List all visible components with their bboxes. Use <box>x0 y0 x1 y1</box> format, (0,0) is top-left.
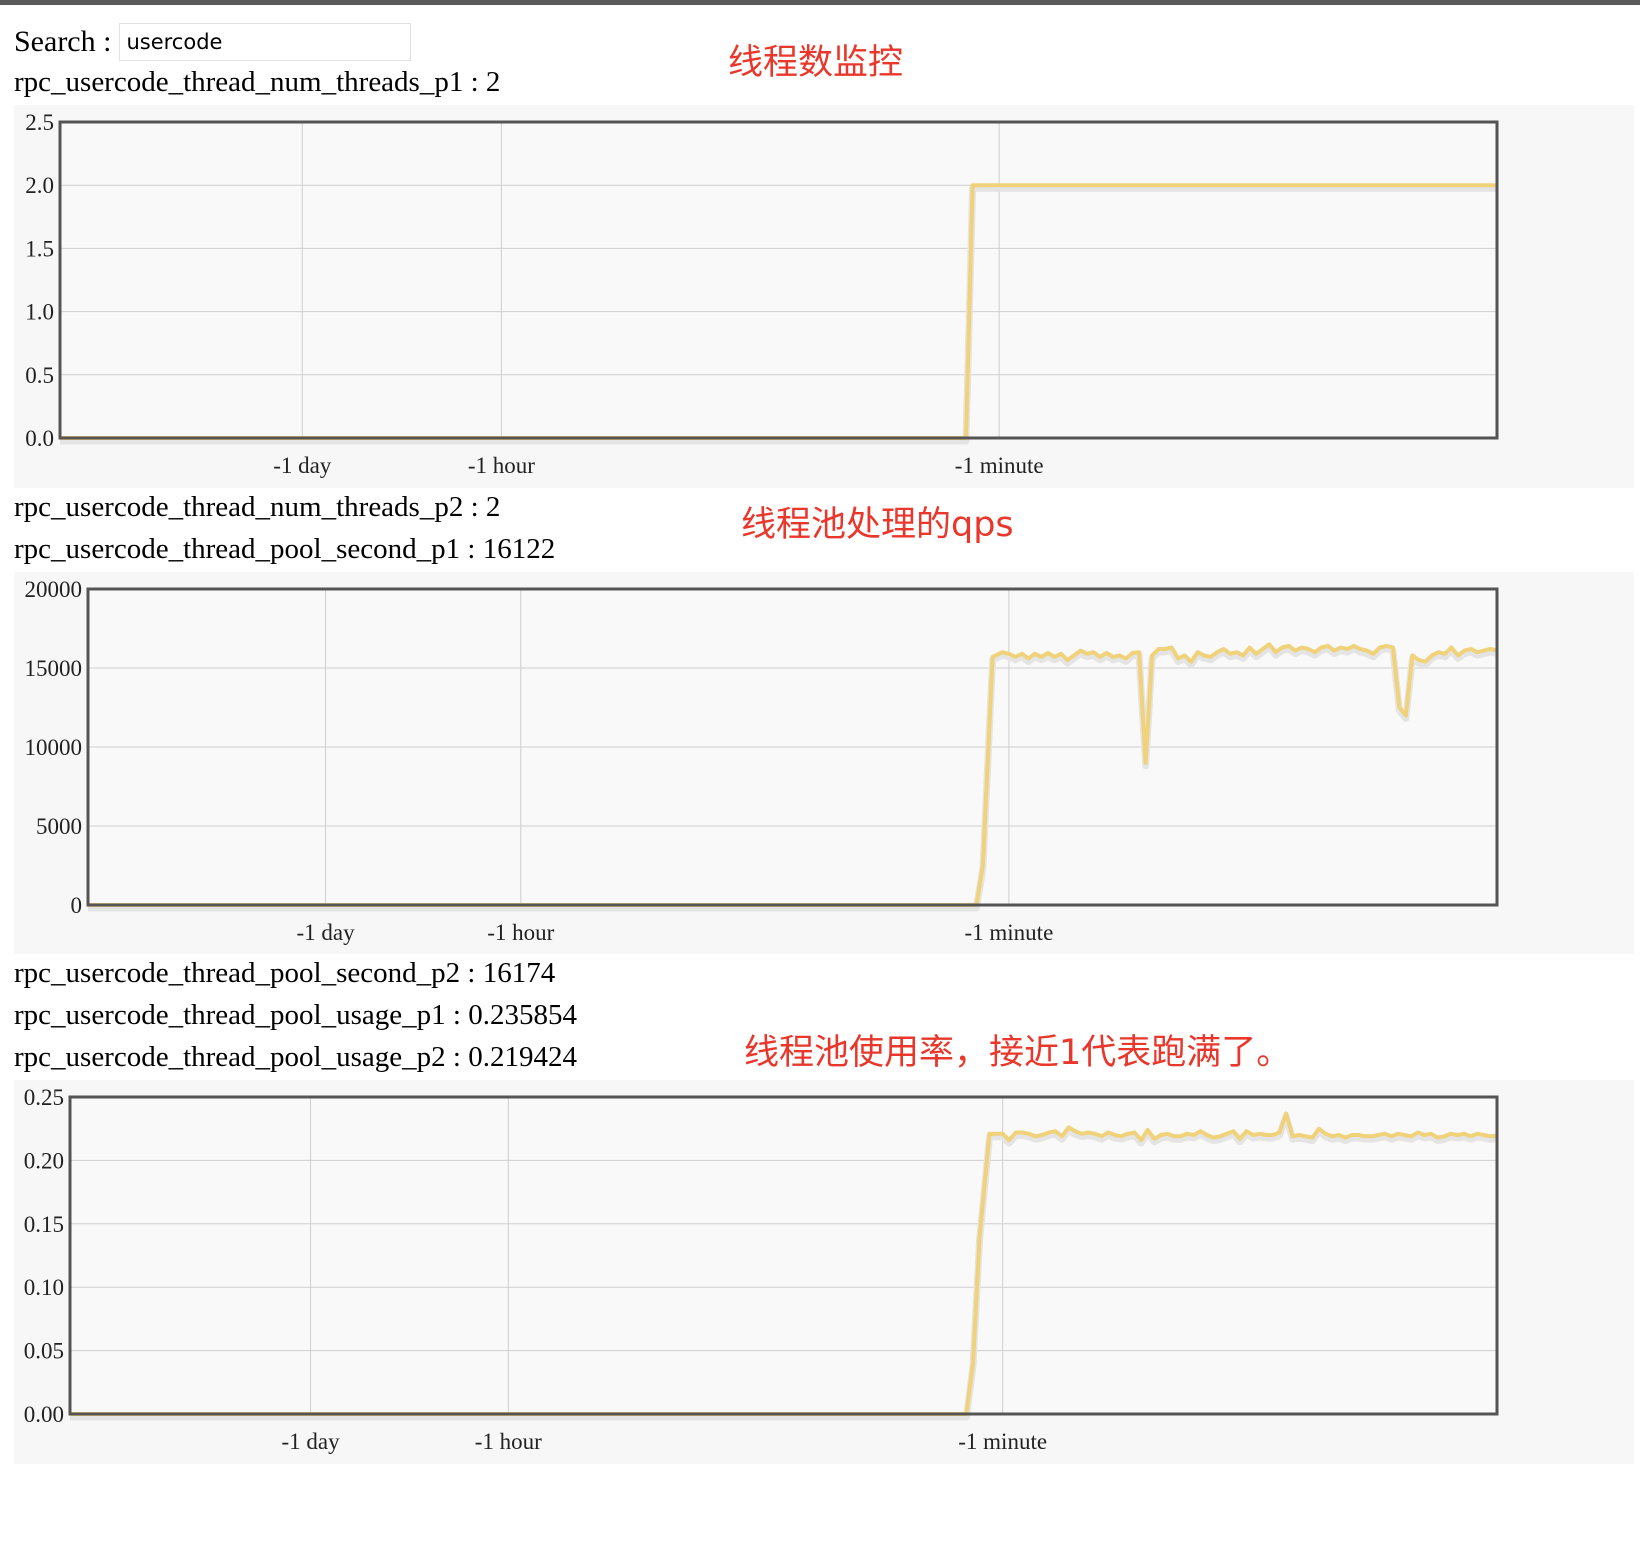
metric-value: 0.235854 <box>468 999 577 1031</box>
chart-num-threads-p1: 0.0 0.5 1.0 1.5 2.0 2.5 -1 day -1 hour -1 minute <box>14 105 1634 488</box>
y-tick-label: 2.5 <box>25 110 54 135</box>
x-tick-label: -1 hour <box>475 1429 542 1454</box>
x-tick-label: -1 day <box>296 920 355 945</box>
y-tick-label: 20000 <box>25 577 83 602</box>
search-label: Search : <box>14 25 112 58</box>
metric-value: 2 <box>485 491 501 523</box>
y-tick-label: 0.15 <box>24 1212 64 1237</box>
metric-name: rpc_usercode_thread_pool_second_p1 <box>14 533 461 565</box>
series-shadow <box>70 1113 1498 1421</box>
plot-frame <box>58 120 1499 440</box>
metric-value: 2 <box>485 66 501 98</box>
search-bar: Search : <box>14 20 412 64</box>
y-tick-label: 0.5 <box>25 363 54 388</box>
x-tick-label: -1 minute <box>955 453 1044 478</box>
y-tick-label: 15000 <box>25 656 83 681</box>
x-tick-label: -1 day <box>282 1429 341 1454</box>
metric-num-threads-p1[interactable]: rpc_usercode_thread_num_threads_p1 : 2 <box>14 66 501 98</box>
search-input[interactable] <box>119 23 412 61</box>
y-tick-label: 0.10 <box>24 1275 64 1300</box>
x-tick-label: -1 day <box>273 453 332 478</box>
y-tick-label: 0.00 <box>24 1402 64 1427</box>
y-tick-label: 2.0 <box>25 173 54 198</box>
metric-name: rpc_usercode_thread_pool_usage_p1 <box>14 999 446 1031</box>
metric-pool-second-p1[interactable]: rpc_usercode_thread_pool_second_p1 : 161… <box>14 533 556 565</box>
plot-area <box>70 1097 1497 1414</box>
y-tick-label: 5000 <box>36 814 82 839</box>
plot-frame <box>68 1095 1499 1416</box>
series-line <box>88 642 1498 907</box>
metric-pool-usage-p2[interactable]: rpc_usercode_thread_pool_usage_p2 : 0.21… <box>14 1041 577 1073</box>
metric-pool-second-p2[interactable]: rpc_usercode_thread_pool_second_p2 : 161… <box>14 957 556 989</box>
annotation-qps: 线程池处理的qps <box>741 505 1014 545</box>
top-border <box>0 0 1640 5</box>
annotation-threads: 线程数监控 <box>728 43 904 83</box>
metric-value: 0.219424 <box>468 1041 577 1073</box>
metric-name: rpc_usercode_thread_num_threads_p2 <box>14 491 464 523</box>
chart-pool-usage-p1: 0.00 0.05 0.10 0.15 0.20 0.25 -1 day -1 hour -1 … <box>14 1080 1634 1464</box>
annotation-usage: 线程池使用率，接近1代表跑满了。 <box>744 1033 1292 1073</box>
metric-num-threads-p2[interactable]: rpc_usercode_thread_num_threads_p2 : 2 <box>14 491 501 523</box>
y-tick-label: 10000 <box>25 735 83 760</box>
metric-name: rpc_usercode_thread_pool_second_p2 <box>14 957 461 989</box>
y-tick-label: 0.25 <box>24 1085 64 1110</box>
y-tick-label: 0 <box>71 893 83 918</box>
y-tick-label: 0.20 <box>24 1148 64 1173</box>
metric-value: 16122 <box>482 533 556 565</box>
plot-area <box>60 122 1497 438</box>
y-tick-label: 0.0 <box>25 426 54 451</box>
x-tick-label: -1 minute <box>958 1429 1047 1454</box>
y-tick-label: 1.5 <box>25 236 54 261</box>
x-tick-label: -1 minute <box>964 920 1053 945</box>
plot-frame <box>86 587 1499 907</box>
y-tick-label: 0.05 <box>24 1339 64 1364</box>
metric-name: rpc_usercode_thread_num_threads_p1 <box>14 66 464 98</box>
y-tick-label: 1.0 <box>25 300 54 325</box>
series-line <box>70 1111 1498 1416</box>
metric-name: rpc_usercode_thread_pool_usage_p2 <box>14 1041 446 1073</box>
metric-pool-usage-p1[interactable]: rpc_usercode_thread_pool_usage_p1 : 0.23… <box>14 999 577 1031</box>
x-tick-label: -1 hour <box>487 920 554 945</box>
chart-pool-second-p1: 0 5000 10000 15000 20000 -1 day -1 hour -1 minu… <box>14 572 1634 954</box>
x-tick-label: -1 hour <box>468 453 535 478</box>
metric-value: 16174 <box>482 957 556 989</box>
